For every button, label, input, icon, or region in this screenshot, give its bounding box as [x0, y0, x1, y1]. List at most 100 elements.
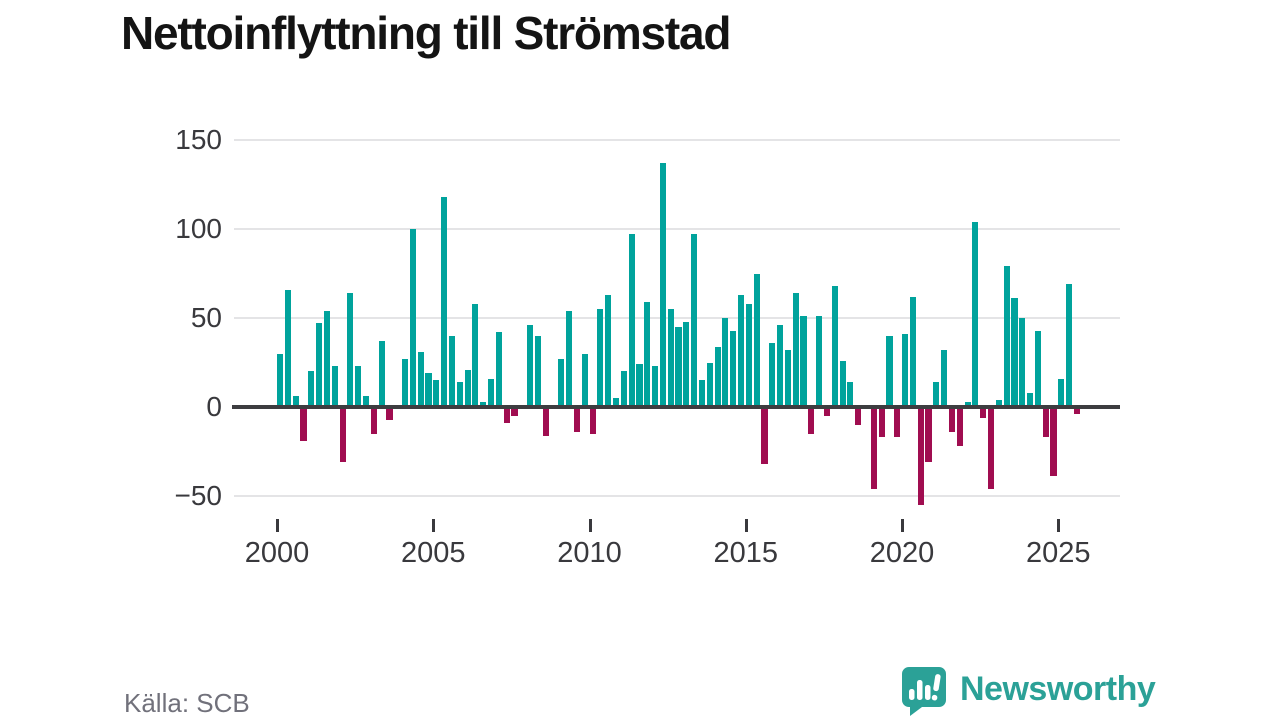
bar — [902, 334, 909, 407]
bar — [683, 321, 690, 407]
x-axis-tick-label: 2010 — [557, 537, 622, 569]
bar — [581, 353, 588, 407]
bar — [1034, 330, 1041, 407]
gridline-150 — [234, 139, 1120, 141]
bar — [964, 401, 971, 407]
bar — [644, 302, 651, 407]
bar — [987, 407, 995, 489]
source-label: Källa: SCB — [124, 688, 250, 718]
bar — [534, 335, 541, 407]
bar — [495, 332, 502, 407]
bar — [300, 407, 307, 441]
bar — [425, 373, 432, 407]
bar — [605, 294, 612, 407]
bar — [448, 335, 456, 407]
bar — [909, 296, 916, 407]
bar — [722, 318, 729, 407]
bar — [331, 366, 338, 407]
bar — [433, 380, 440, 407]
y-axis-tick-label: −50 — [174, 480, 223, 511]
bar — [542, 407, 549, 436]
bar — [370, 407, 377, 434]
bar — [777, 325, 784, 407]
bar — [706, 362, 713, 407]
bar — [870, 407, 877, 489]
brand-name: Newsworthy — [960, 669, 1156, 708]
bar — [1027, 392, 1034, 407]
x-axis-tick-mark — [588, 519, 592, 532]
bar — [784, 350, 791, 407]
bar — [308, 371, 315, 407]
bar — [402, 358, 409, 407]
chart-title: Nettoinflyttning till Strömstad — [121, 7, 732, 59]
bar — [925, 407, 932, 463]
gridline--50 — [234, 495, 1120, 497]
x-axis-tick-mark — [1057, 519, 1061, 532]
bar — [597, 309, 604, 407]
bar — [362, 396, 370, 407]
bar — [1042, 407, 1049, 438]
bar — [339, 407, 346, 463]
brand-logo: Newsworthy — [898, 665, 1156, 717]
bar — [980, 407, 987, 418]
y-axis-tick-label: 100 — [175, 213, 222, 244]
bar — [589, 407, 596, 434]
bar — [745, 303, 752, 407]
bar — [737, 294, 745, 407]
bar — [386, 407, 393, 420]
bar — [511, 407, 518, 416]
bar — [1058, 378, 1065, 407]
bar — [691, 234, 698, 407]
bar — [277, 353, 284, 407]
bar — [948, 407, 956, 432]
x-axis-tick-label: 2015 — [713, 537, 779, 569]
bar — [409, 229, 416, 407]
y-axis-tick-label: 50 — [190, 302, 222, 333]
bar — [847, 382, 854, 407]
bar — [659, 163, 666, 407]
bar — [480, 401, 487, 407]
bar — [769, 342, 776, 407]
bar — [831, 286, 838, 407]
bar — [472, 303, 479, 407]
y-axis-tick-label: 150 — [175, 124, 222, 155]
bar — [1066, 284, 1073, 407]
bar — [675, 326, 682, 407]
x-axis-tick-label: 2020 — [869, 537, 935, 569]
bar — [316, 323, 323, 407]
bar — [894, 407, 901, 438]
bar — [503, 407, 510, 423]
bar — [284, 289, 291, 407]
bar — [323, 310, 331, 407]
bar — [612, 398, 620, 407]
bar — [714, 346, 721, 407]
bar — [527, 325, 534, 407]
bar — [487, 378, 495, 407]
bar — [347, 293, 354, 407]
bar — [652, 366, 659, 407]
newsworthy-bubble-icon — [902, 667, 946, 716]
bar — [730, 330, 737, 407]
x-axis-tick-mark — [432, 519, 436, 532]
bar — [558, 358, 565, 407]
bar — [792, 293, 799, 407]
gridline-50 — [234, 317, 1120, 319]
bar — [808, 407, 815, 434]
bar — [855, 407, 862, 425]
bar — [933, 382, 940, 407]
bar — [1050, 407, 1057, 477]
x-axis-tick-mark — [276, 519, 279, 532]
bar — [456, 382, 463, 407]
y-axis-tick-label: 0 — [206, 391, 222, 422]
bar — [753, 273, 760, 407]
bar — [761, 407, 768, 464]
x-axis-tick-mark — [901, 519, 904, 532]
bar — [1073, 407, 1081, 415]
bar — [636, 364, 643, 407]
bar — [995, 399, 1002, 407]
bar — [566, 310, 573, 407]
bar — [378, 341, 385, 407]
bar — [941, 350, 948, 407]
zero-axis-line — [232, 405, 1120, 409]
